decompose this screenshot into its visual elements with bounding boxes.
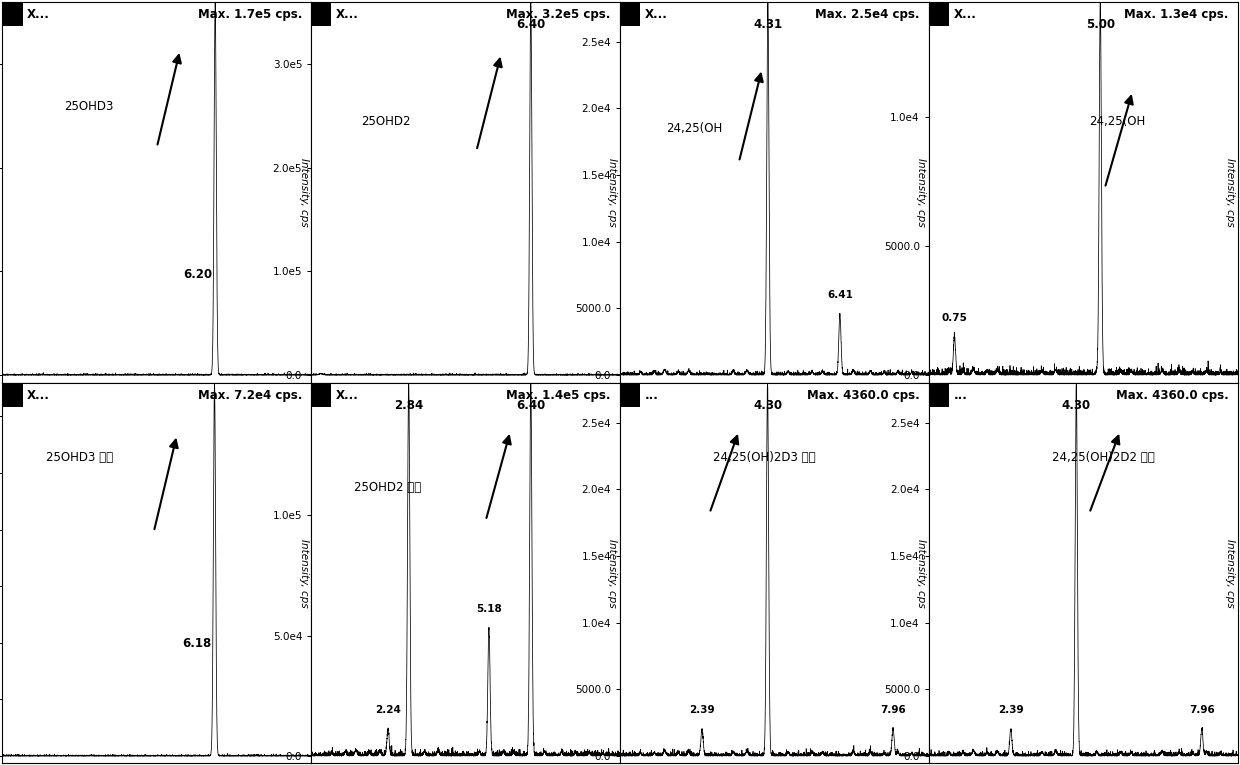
Text: X...: X... [954, 8, 976, 21]
Bar [2, 2, 22, 26]
Text: 7.96: 7.96 [1189, 705, 1215, 715]
Text: Intensity, cps: Intensity, cps [916, 158, 926, 226]
Text: 2.39: 2.39 [998, 705, 1023, 715]
Text: Intensity, cps: Intensity, cps [299, 539, 309, 607]
Text: X...: X... [27, 8, 50, 21]
Text: X...: X... [27, 389, 50, 402]
Text: 25OHD3 内标: 25OHD3 内标 [46, 451, 113, 464]
Text: Max. 3.2e5 cps.: Max. 3.2e5 cps. [506, 8, 611, 21]
Text: Intensity, cps: Intensity, cps [608, 539, 618, 607]
Text: Max. 4360.0 cps.: Max. 4360.0 cps. [807, 389, 920, 402]
Text: 4.30: 4.30 [753, 399, 782, 412]
Bar [620, 2, 640, 26]
Text: X...: X... [336, 8, 358, 21]
X-axis label: Time, min: Time, min [434, 386, 497, 399]
Bar [311, 382, 331, 407]
Bar [929, 382, 949, 407]
Text: X...: X... [645, 8, 667, 21]
Text: 2.24: 2.24 [376, 705, 401, 715]
X-axis label: Time, min: Time, min [743, 386, 806, 399]
Text: 24,25(OH: 24,25(OH [666, 122, 723, 135]
Bar [620, 382, 640, 407]
Text: 4.30: 4.30 [1061, 399, 1091, 412]
Text: Intensity, cps: Intensity, cps [608, 158, 618, 226]
Text: 6.18: 6.18 [182, 637, 212, 650]
Text: 2.84: 2.84 [394, 399, 423, 412]
Text: Max. 1.4e5 cps.: Max. 1.4e5 cps. [506, 389, 611, 402]
X-axis label: Time, min: Time, min [1052, 386, 1115, 399]
Text: Max. 1.3e4 cps.: Max. 1.3e4 cps. [1123, 8, 1229, 21]
Text: X...: X... [336, 389, 358, 402]
Text: 5.00: 5.00 [1086, 18, 1115, 31]
X-axis label: Time, min: Time, min [125, 386, 188, 399]
Text: Intensity, cps: Intensity, cps [1225, 158, 1235, 226]
Text: 7.96: 7.96 [880, 705, 906, 715]
Text: 5.18: 5.18 [476, 604, 502, 614]
Text: Max. 4360.0 cps.: Max. 4360.0 cps. [1116, 389, 1229, 402]
Text: 6.41: 6.41 [827, 291, 853, 301]
Text: ...: ... [954, 389, 967, 402]
Text: 25OHD2 内标: 25OHD2 内标 [355, 480, 422, 493]
Bar [311, 2, 331, 26]
Text: 6.40: 6.40 [516, 18, 546, 31]
Text: Max. 2.5e4 cps.: Max. 2.5e4 cps. [815, 8, 920, 21]
Text: Intensity, cps: Intensity, cps [916, 539, 926, 607]
Text: Intensity, cps: Intensity, cps [299, 158, 309, 226]
Text: Max. 1.7e5 cps.: Max. 1.7e5 cps. [197, 8, 303, 21]
Text: 6.20: 6.20 [184, 268, 212, 281]
Bar [929, 2, 949, 26]
Text: 24,25(OH)2D3 内标: 24,25(OH)2D3 内标 [713, 451, 815, 464]
Text: Max. 7.2e4 cps.: Max. 7.2e4 cps. [197, 389, 303, 402]
Bar [2, 382, 22, 407]
Text: 6.40: 6.40 [516, 399, 546, 412]
Text: Intensity, cps: Intensity, cps [1225, 539, 1235, 607]
Text: 25OHD2: 25OHD2 [361, 115, 410, 128]
Text: 2.39: 2.39 [689, 705, 714, 715]
Text: 4.31: 4.31 [753, 18, 782, 31]
Text: 24,25(OH)2D2 内标: 24,25(OH)2D2 内标 [1053, 451, 1154, 464]
Text: ...: ... [645, 389, 658, 402]
Text: 25OHD3: 25OHD3 [64, 99, 114, 112]
Text: 24,25(OH: 24,25(OH [1089, 115, 1146, 128]
Text: 0.75: 0.75 [941, 313, 967, 323]
